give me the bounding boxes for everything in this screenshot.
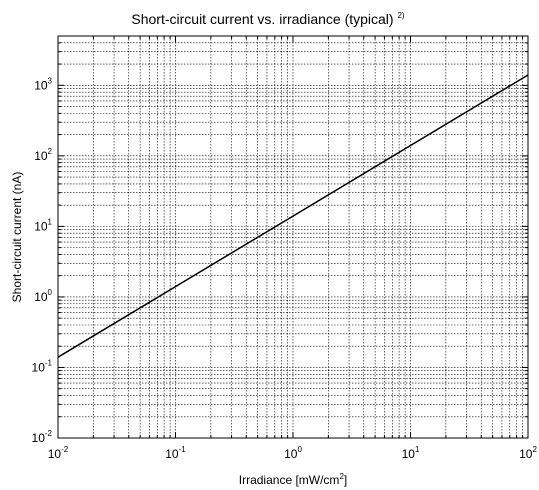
x-tick-label: 10-1 bbox=[165, 445, 186, 461]
x-tick-labels: 10-2 10-1 100 101 102 bbox=[48, 445, 538, 461]
x-tick-label: 100 bbox=[284, 445, 302, 461]
grid bbox=[57, 35, 528, 439]
chart-title-note: 2) bbox=[397, 11, 404, 20]
y-axis-title: Short-circuit current (nA) bbox=[10, 172, 24, 303]
x-tick-label: 102 bbox=[519, 445, 537, 461]
y-tick-label: 10-2 bbox=[32, 429, 53, 445]
y-tick-labels: 10-2 10-1 100 101 102 103 bbox=[32, 76, 53, 445]
chart-title: Short-circuit current vs. irradiance (ty… bbox=[131, 11, 405, 27]
y-tick-label: 102 bbox=[34, 147, 52, 163]
y-tick-label: 101 bbox=[34, 217, 52, 233]
series-line bbox=[57, 74, 529, 358]
x-tick-label: 101 bbox=[402, 445, 420, 461]
x-tick-label: 10-2 bbox=[48, 445, 69, 461]
x-axis-title: Irradiance [mW/cm2] bbox=[239, 472, 347, 487]
y-tick-label: 103 bbox=[34, 76, 52, 92]
plot-frame bbox=[57, 35, 529, 439]
y-tick-label: 10-1 bbox=[32, 358, 53, 374]
y-tick-label: 100 bbox=[34, 288, 52, 304]
